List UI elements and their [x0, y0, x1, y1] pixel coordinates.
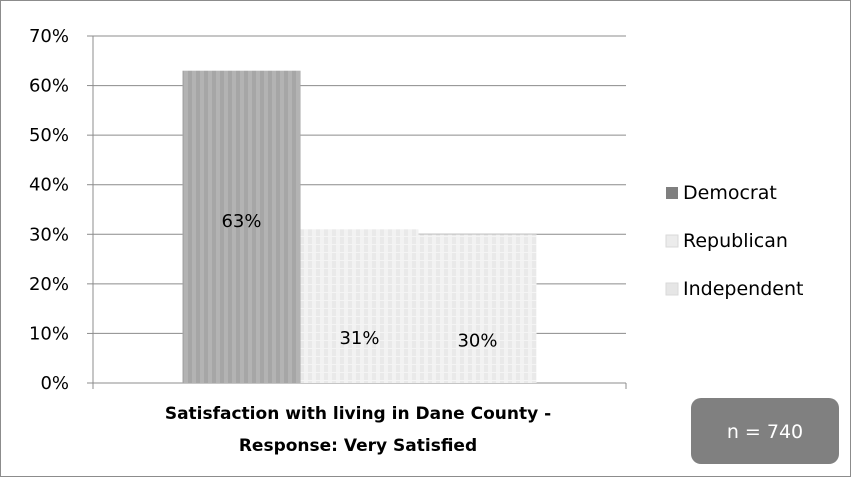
n-annotation: n = 740 [691, 398, 839, 464]
data-label: 31% [339, 328, 379, 349]
legend-swatch [665, 234, 679, 248]
bar-democrat [182, 70, 301, 383]
bars [182, 70, 537, 383]
y-tick-label: 70% [29, 26, 69, 47]
y-tick-label: 60% [29, 76, 69, 97]
data-labels: 63% 31% 30% [221, 211, 497, 352]
y-tick-label: 10% [29, 323, 69, 344]
n-box [691, 398, 839, 464]
legend-label: Independent [683, 278, 803, 300]
category-label: Satisfaction with living in Dane County … [165, 404, 551, 456]
x-category-label: Satisfaction with living in Dane County … [165, 404, 551, 424]
bar-republican [300, 229, 419, 383]
legend-swatch [665, 282, 679, 296]
y-tick-label: 0% [40, 373, 69, 394]
data-label: 63% [221, 211, 261, 232]
bar-independent [418, 234, 537, 383]
legend-label: Republican [683, 230, 788, 252]
legend: Democrat Republican Independent [665, 182, 803, 300]
y-tick-label: 30% [29, 224, 69, 245]
n-label: n = 740 [727, 421, 803, 443]
legend-label: Democrat [683, 182, 777, 204]
gridlines [93, 35, 626, 334]
x-category-label: Response: Very Satisfied [239, 436, 477, 456]
legend-swatch [666, 187, 678, 199]
y-tick-label: 50% [29, 125, 69, 146]
y-tick-label: 40% [29, 175, 69, 196]
y-axis-tick-labels: 0% 10% 20% 30% 40% 50% 60% 70% [29, 26, 69, 394]
data-label: 30% [457, 331, 497, 352]
y-tick-label: 20% [29, 274, 69, 295]
